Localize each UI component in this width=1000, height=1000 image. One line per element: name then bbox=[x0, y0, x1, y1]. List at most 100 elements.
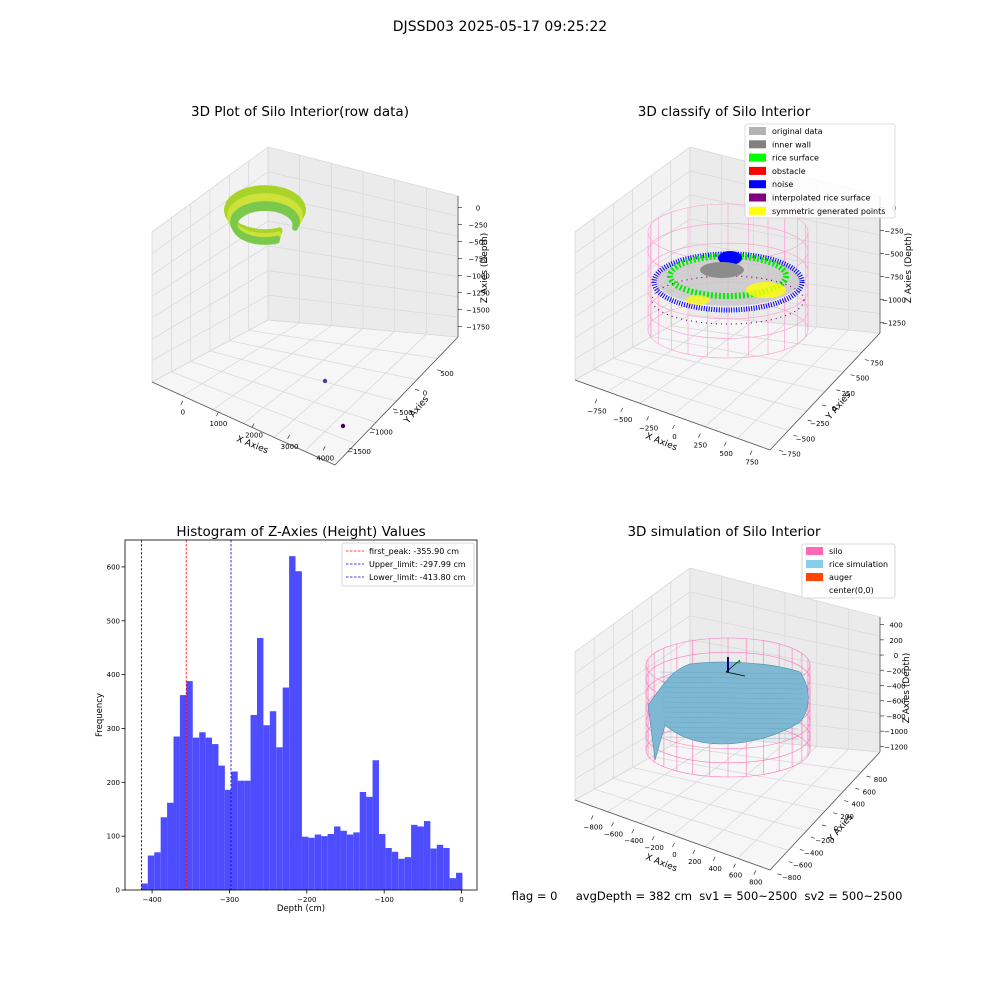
z-tick-label: −500 bbox=[884, 251, 903, 259]
tick-mark bbox=[698, 433, 701, 438]
histogram-bar bbox=[391, 851, 399, 890]
histogram-bar bbox=[327, 834, 335, 890]
histogram-bar bbox=[308, 837, 315, 890]
tick-mark bbox=[712, 856, 716, 861]
legend-label: original data bbox=[772, 127, 823, 136]
tick-mark bbox=[594, 399, 598, 404]
grid-line bbox=[151, 146, 269, 233]
grid-line bbox=[574, 639, 691, 716]
y-tick-label: 250 bbox=[842, 390, 855, 398]
figure-title: DJSSD03 2025-05-17 09:25:22 bbox=[393, 19, 607, 35]
tick-mark bbox=[590, 815, 594, 820]
legend-swatch bbox=[806, 586, 823, 594]
z-tick-label: −200 bbox=[886, 667, 905, 675]
grid-line bbox=[151, 270, 269, 340]
grid-line bbox=[704, 746, 817, 847]
legend-label: auger bbox=[829, 573, 853, 582]
axis-line bbox=[574, 379, 771, 451]
y-tick-label: 500 bbox=[440, 370, 453, 378]
surface-mesh-line bbox=[665, 736, 798, 740]
x-tick-label: −600 bbox=[604, 830, 623, 838]
histogram-legend: first_peak: -355.90 cm Upper_limit: -297.… bbox=[341, 542, 475, 587]
x-tick-label: 200 bbox=[688, 858, 701, 866]
histogram-bar bbox=[224, 789, 232, 890]
tick-mark bbox=[620, 407, 624, 413]
panel1-title: 3D Plot of Silo Interior(row data) bbox=[191, 104, 409, 120]
panel1-tick-labels: 010002000300040005000−500−1000−15000−250… bbox=[180, 205, 490, 462]
surface-mesh-line bbox=[663, 711, 801, 715]
y-tick-label: −500 bbox=[393, 409, 412, 417]
surface-mesh-line bbox=[660, 681, 804, 685]
histogram-bar bbox=[372, 760, 379, 890]
y-tick-label: 300 bbox=[107, 725, 120, 733]
y-tick-label: 0 bbox=[834, 825, 838, 833]
auger-arm bbox=[725, 671, 746, 677]
x-tick-label: 600 bbox=[729, 872, 742, 880]
y-tick-label: 500 bbox=[107, 617, 120, 625]
panel4-z-label: Z Axies (Depth) bbox=[902, 653, 912, 724]
histogram-axes: −400 −300 −200 −100 0 0 100 200 300 400 500 600 bbox=[107, 539, 478, 904]
y-tick-label: 200 bbox=[840, 813, 853, 821]
histogram-y-label: Frequency bbox=[95, 693, 105, 737]
histogram-bar bbox=[385, 848, 392, 890]
tick-mark bbox=[216, 411, 219, 417]
center-marker bbox=[737, 660, 741, 664]
grid-line bbox=[689, 242, 881, 275]
grid-line bbox=[267, 245, 459, 277]
tick-mark bbox=[672, 424, 675, 430]
histogram-bar bbox=[346, 834, 354, 890]
tick-mark bbox=[370, 428, 376, 430]
grid-line bbox=[607, 317, 722, 393]
tick-mark bbox=[779, 450, 784, 452]
panel1-z-label: Z Axies (Depth) bbox=[480, 233, 490, 304]
z-tick-label: −250 bbox=[468, 222, 487, 230]
tick-mark bbox=[672, 842, 675, 848]
legend-frame bbox=[801, 543, 896, 599]
legend-swatch bbox=[806, 547, 823, 555]
y-tick-label: −500 bbox=[796, 435, 815, 443]
tick-mark bbox=[807, 419, 812, 422]
panel4-title: 3D simulation of Silo Interior bbox=[627, 524, 821, 540]
grid-line bbox=[212, 325, 332, 410]
histogram-bar bbox=[282, 687, 290, 890]
symmetric-generated-points bbox=[686, 295, 710, 305]
legend-frame bbox=[744, 123, 896, 219]
z-tick-label: −750 bbox=[468, 256, 487, 264]
y-tick-label: −750 bbox=[782, 450, 801, 458]
legend-label: noise bbox=[772, 180, 793, 189]
x-tick-label: −800 bbox=[584, 823, 603, 831]
noise-cluster bbox=[718, 251, 742, 265]
floor-pane bbox=[575, 315, 880, 450]
histogram-bar bbox=[218, 765, 225, 890]
z-tick-label: 0 bbox=[894, 652, 898, 660]
tick-mark bbox=[821, 824, 827, 827]
x-tick-label: 3000 bbox=[281, 443, 299, 451]
histogram-bar bbox=[173, 736, 180, 890]
grid-line bbox=[574, 591, 691, 674]
histogram-bar bbox=[186, 681, 193, 890]
surface-mesh-line bbox=[664, 726, 799, 730]
x-tick-label: −400 bbox=[624, 837, 643, 845]
grid-line bbox=[151, 294, 269, 361]
surface-mesh-line bbox=[661, 691, 803, 695]
legend-label: silo bbox=[829, 547, 843, 556]
legend-label: interpolated rice surface bbox=[772, 194, 870, 203]
z-tick-label: −250 bbox=[884, 228, 903, 236]
y-tick-label: −1000 bbox=[369, 429, 393, 437]
x-tick-label: 1000 bbox=[209, 420, 227, 428]
grid-line bbox=[574, 567, 691, 653]
status-line: flag = 0 avgDepth = 382 cm sv1 = 500~250… bbox=[512, 889, 903, 903]
axis-line bbox=[769, 332, 881, 451]
histogram-bar bbox=[456, 872, 463, 890]
y-tick-label: 0 bbox=[116, 887, 120, 895]
histogram-bar bbox=[141, 883, 148, 890]
grid-line bbox=[273, 331, 395, 438]
z-tick-label: −1250 bbox=[882, 320, 906, 328]
grid-line bbox=[574, 146, 691, 233]
tick-mark bbox=[251, 423, 255, 428]
y-tick-label: 200 bbox=[107, 779, 120, 787]
legend-swatch bbox=[749, 166, 766, 175]
legend-label: Upper_limit: -297.99 cm bbox=[369, 560, 466, 569]
histogram-bar bbox=[378, 834, 386, 890]
tick-mark bbox=[810, 836, 815, 839]
